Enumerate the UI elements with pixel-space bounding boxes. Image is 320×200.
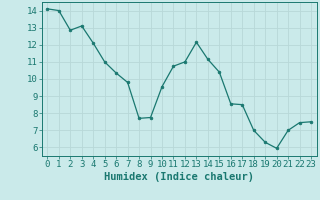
X-axis label: Humidex (Indice chaleur): Humidex (Indice chaleur) — [104, 172, 254, 182]
